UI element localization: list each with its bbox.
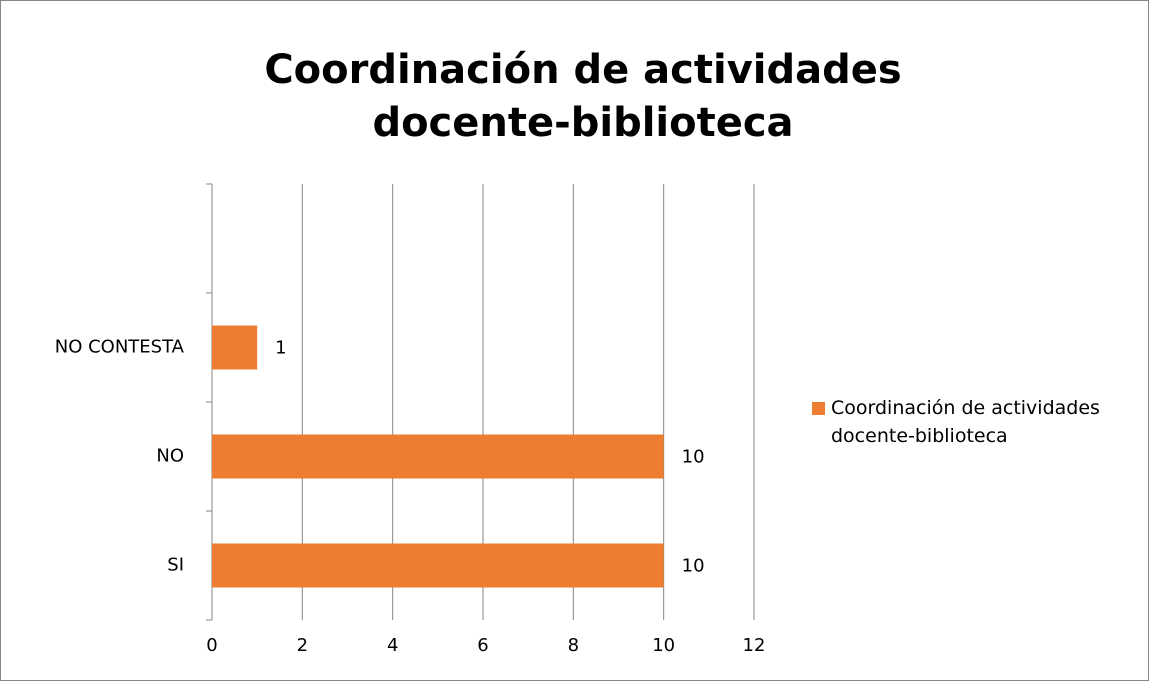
y-tick-label: NO CONTESTA [55, 337, 185, 358]
x-tick-label: 0 [206, 635, 217, 656]
legend-label: Coordinación de actividades docente-bibl… [831, 397, 1100, 447]
data-label: 1 [275, 338, 286, 359]
x-tick-label: 8 [568, 635, 579, 656]
bar [212, 434, 664, 479]
legend: Coordinación de actividades docente-bibl… [812, 394, 1142, 450]
x-tick-label: 10 [652, 635, 675, 656]
legend-swatch [812, 402, 825, 415]
x-tick-label: 2 [297, 635, 308, 656]
chart-title: Coordinación de actividades docente-bibl… [264, 47, 902, 146]
y-tick-label: SI [167, 555, 184, 576]
y-tick-label: NO [156, 446, 184, 467]
data-label: 10 [682, 447, 705, 468]
x-tick-label: 4 [387, 635, 398, 656]
bar [212, 543, 664, 588]
data-label: 10 [682, 556, 705, 577]
x-tick-label: 12 [743, 635, 766, 656]
bar [212, 325, 258, 370]
x-tick-label: 6 [477, 635, 488, 656]
